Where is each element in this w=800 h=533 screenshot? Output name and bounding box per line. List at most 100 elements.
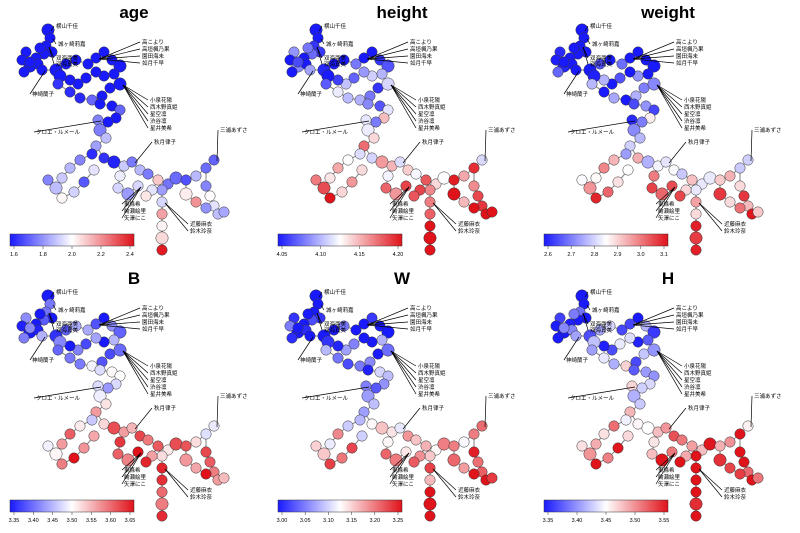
colorbar-tick-label: 3.65 xyxy=(125,518,136,524)
annotation-arrow xyxy=(366,58,409,64)
annotation-arrow xyxy=(318,291,323,298)
tree-node xyxy=(647,343,661,357)
tree-node xyxy=(602,452,614,464)
tree-node xyxy=(88,164,100,176)
annotation-arrow xyxy=(50,291,55,298)
tree-node xyxy=(190,436,202,448)
tree-node xyxy=(612,442,624,454)
tree-node xyxy=(92,380,104,392)
panel-title: weight xyxy=(640,3,695,22)
annotation-label: 神崎蘭子 xyxy=(566,90,589,98)
tree-node xyxy=(204,456,216,468)
annotation-arrow xyxy=(655,186,676,219)
annotation-arrow xyxy=(668,141,687,164)
annotation-label: 西木野真姫 xyxy=(150,369,178,377)
tree-node xyxy=(292,56,304,68)
annotation-arrow xyxy=(582,312,589,331)
tree-node xyxy=(302,308,314,320)
annotation-label: クロエ・ルメール xyxy=(36,395,81,402)
annotation-label: クロエ・ルメール xyxy=(570,395,615,402)
annotation-label: 近藤麻衣 xyxy=(458,486,481,494)
tree-node xyxy=(476,154,488,166)
annotation-arrow xyxy=(366,324,409,330)
annotation-arrow xyxy=(122,350,149,388)
annotation-arrow xyxy=(656,350,683,367)
tree-node xyxy=(108,334,120,346)
colorbar xyxy=(277,499,403,513)
annotation-label: 星空凛 xyxy=(150,110,167,118)
tree-node xyxy=(82,58,94,70)
annotation-label: 東條希 xyxy=(658,200,675,208)
tree-node xyxy=(586,344,598,356)
tree-node xyxy=(590,458,602,470)
annotation-label: 小泉花陽 xyxy=(684,362,707,370)
colorbar-tick-label: 2.4 xyxy=(126,252,134,258)
annotation-arrow xyxy=(632,321,675,326)
tree-node xyxy=(468,162,480,174)
annotation-arrow xyxy=(656,84,683,108)
annotation-label: 双海真美 xyxy=(590,60,613,68)
colorbar-tick-label: 3.50 xyxy=(630,518,641,524)
annotation-arrow xyxy=(563,336,580,361)
annotation-label: 高こより xyxy=(676,38,698,46)
annotation-arrow xyxy=(698,468,723,491)
tree-node xyxy=(598,352,610,364)
annotation-label: 高こより xyxy=(410,38,432,46)
tree-node xyxy=(310,440,322,452)
tree-node xyxy=(121,187,135,201)
annotation-label: 鈴木玲奈 xyxy=(190,227,213,235)
colorbar-tick-label: 3.0 xyxy=(637,252,645,258)
annotation-arrow xyxy=(164,468,189,498)
annotation-label: 小泉花陽 xyxy=(150,96,173,104)
tree-node xyxy=(627,123,641,137)
tree-node xyxy=(734,180,746,192)
annotation-label: クロエ・ルメール xyxy=(36,129,81,136)
tree-node xyxy=(142,168,154,180)
annotation-label: 園田海未 xyxy=(410,52,433,60)
annotation-arrow xyxy=(390,84,417,122)
colorbar-tick-label: 1.6 xyxy=(10,252,18,258)
annotation-arrow xyxy=(389,186,410,212)
tree-node xyxy=(742,154,754,166)
tree-node xyxy=(570,330,582,342)
tree-node xyxy=(602,186,614,198)
tree-node xyxy=(156,244,168,256)
tree-node xyxy=(336,452,348,464)
tree-node xyxy=(468,446,480,458)
tree-node xyxy=(68,186,80,198)
tree-node xyxy=(647,59,661,73)
annotation-arrow xyxy=(121,186,142,205)
annotation-label: 双海亜美 xyxy=(56,320,79,328)
tree-node xyxy=(626,380,638,392)
annotation-arrow xyxy=(121,452,142,485)
tree-node xyxy=(689,231,703,245)
tree-node xyxy=(113,343,127,357)
tree-node xyxy=(382,170,394,182)
annotation-label: 東條希 xyxy=(392,466,409,474)
tree-node xyxy=(468,202,480,214)
tree-node xyxy=(310,174,322,186)
colorbar-tick-label: 3.1 xyxy=(660,252,668,258)
tree-node xyxy=(24,56,36,68)
tree-node xyxy=(660,156,672,168)
annotation-label: 横山千佳 xyxy=(590,22,613,30)
annotation-label: 小泉花陽 xyxy=(684,96,707,104)
tree-node xyxy=(674,190,686,202)
tree-node xyxy=(424,196,436,208)
annotation-arrow xyxy=(698,202,723,232)
tree-node xyxy=(342,420,354,432)
annotation-arrow xyxy=(98,324,141,330)
tree-node xyxy=(56,458,68,470)
tree-node xyxy=(362,364,374,376)
annotation-label: 神崎蘭子 xyxy=(32,356,55,364)
annotation-label: 神崎蘭子 xyxy=(300,356,323,364)
annotation-label: 三浦あずさ xyxy=(220,126,248,134)
tree-node xyxy=(376,334,388,346)
annotation-label: 矢澤にこ xyxy=(658,480,680,488)
annotation-arrow xyxy=(586,38,591,45)
annotation-arrow xyxy=(632,324,675,330)
tree-node xyxy=(594,58,606,70)
